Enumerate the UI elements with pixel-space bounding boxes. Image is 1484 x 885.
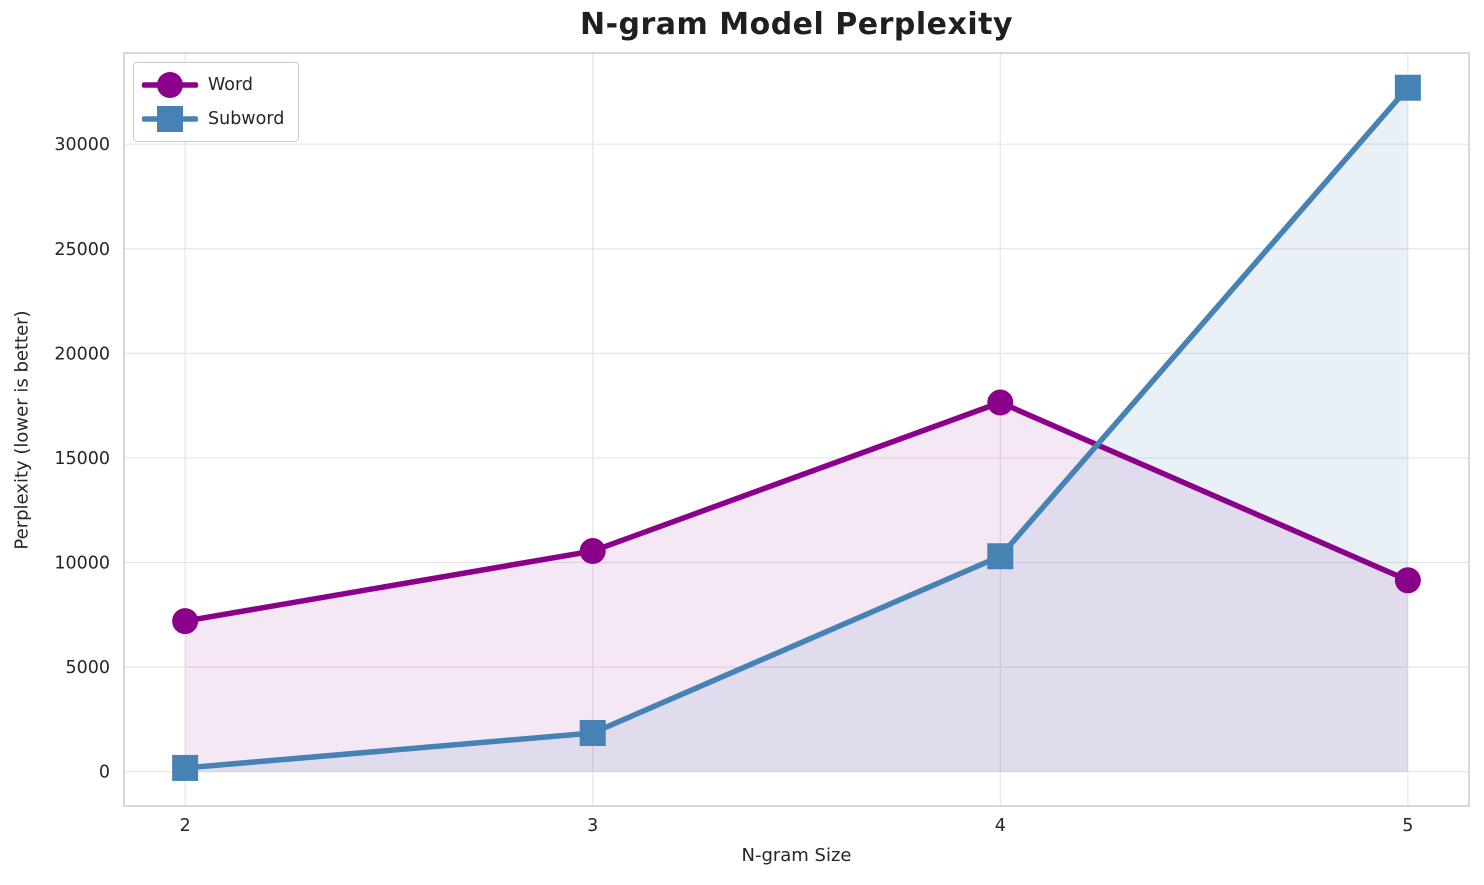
y-tick-label: 10000 xyxy=(54,554,110,574)
series-area-subword xyxy=(185,87,1408,772)
data-point-word xyxy=(1394,567,1421,594)
y-tick-label: 15000 xyxy=(54,449,110,469)
data-point-word xyxy=(987,389,1014,416)
legend-label: Word xyxy=(208,75,253,95)
series-line-subword xyxy=(182,84,1411,771)
y-tick-label: 20000 xyxy=(54,344,110,364)
series-line-word xyxy=(182,399,1411,624)
x-tick-label: 4 xyxy=(995,816,1006,836)
legend-entry-subword: Subword xyxy=(142,104,284,134)
y-tick-label: 5000 xyxy=(65,658,110,678)
data-point-word xyxy=(579,538,606,565)
y-tick-label: 30000 xyxy=(54,135,110,155)
legend-marker-circle-icon xyxy=(142,72,198,98)
data-point-subword xyxy=(172,754,199,781)
x-axis-label: N-gram Size xyxy=(741,845,852,866)
legend-entry-word: Word xyxy=(142,70,284,100)
data-point-word xyxy=(172,608,199,635)
x-tick-label: 2 xyxy=(180,816,191,836)
legend-marker-square-icon xyxy=(142,106,198,132)
legend: Word Subword xyxy=(133,62,300,142)
chart-title: N-gram Model Perplexity xyxy=(579,7,1014,42)
legend-label: Subword xyxy=(208,109,285,129)
y-tick-label: 25000 xyxy=(54,240,110,260)
plot-border xyxy=(123,52,1470,807)
data-point-subword xyxy=(1394,74,1421,101)
data-point-subword xyxy=(987,543,1014,570)
data-point-subword xyxy=(579,720,606,747)
series-area-word xyxy=(185,402,1408,772)
x-tick-label: 3 xyxy=(587,816,598,836)
x-tick-label: 5 xyxy=(1402,816,1413,836)
y-tick-label: 0 xyxy=(99,763,110,783)
